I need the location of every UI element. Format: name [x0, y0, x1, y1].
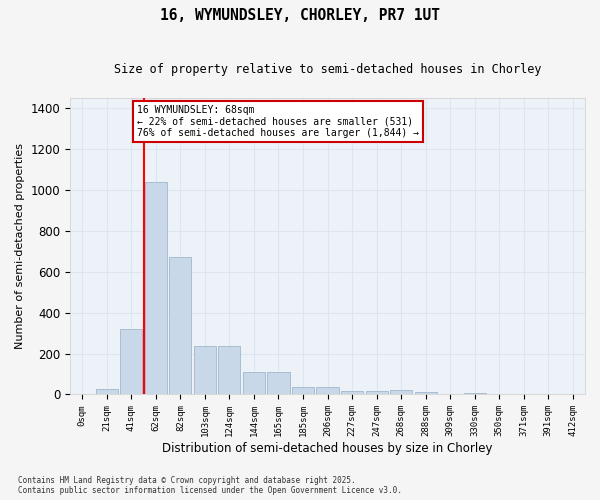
- Text: 16 WYMUNDSLEY: 68sqm
← 22% of semi-detached houses are smaller (531)
76% of semi: 16 WYMUNDSLEY: 68sqm ← 22% of semi-detac…: [137, 105, 419, 138]
- Bar: [316, 388, 338, 394]
- Bar: [169, 258, 191, 394]
- Bar: [415, 392, 437, 394]
- Text: 16, WYMUNDSLEY, CHORLEY, PR7 1UT: 16, WYMUNDSLEY, CHORLEY, PR7 1UT: [160, 8, 440, 22]
- Text: Contains HM Land Registry data © Crown copyright and database right 2025.
Contai: Contains HM Land Registry data © Crown c…: [18, 476, 402, 495]
- Bar: [145, 182, 167, 394]
- Bar: [292, 388, 314, 394]
- Bar: [218, 346, 241, 395]
- Title: Size of property relative to semi-detached houses in Chorley: Size of property relative to semi-detach…: [114, 62, 541, 76]
- X-axis label: Distribution of semi-detached houses by size in Chorley: Distribution of semi-detached houses by …: [162, 442, 493, 455]
- Y-axis label: Number of semi-detached properties: Number of semi-detached properties: [15, 143, 25, 349]
- Bar: [96, 390, 118, 394]
- Bar: [365, 392, 388, 394]
- Bar: [194, 346, 216, 395]
- Bar: [120, 329, 142, 394]
- Bar: [390, 390, 412, 394]
- Bar: [268, 372, 290, 394]
- Bar: [341, 392, 363, 394]
- Bar: [243, 372, 265, 394]
